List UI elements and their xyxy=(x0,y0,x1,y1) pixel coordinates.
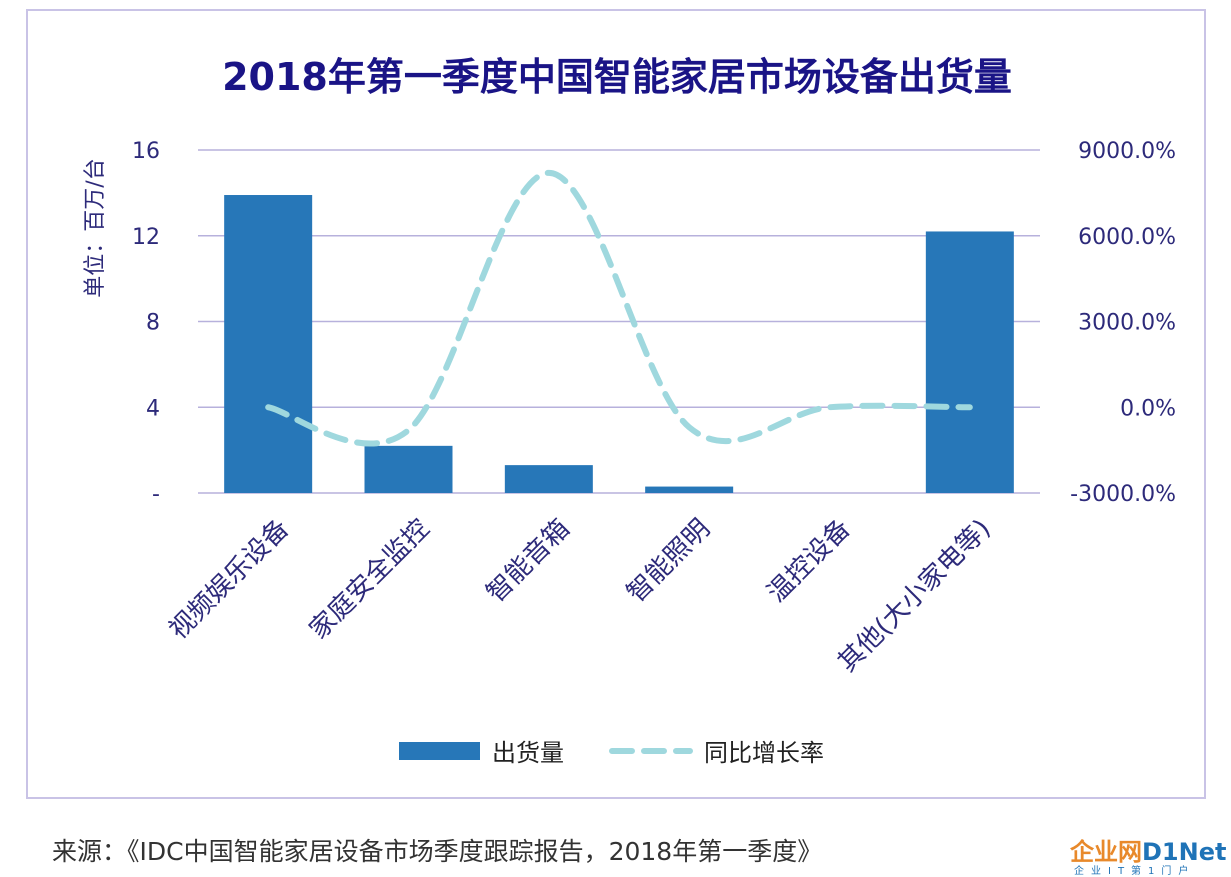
bar xyxy=(645,486,734,493)
line-series xyxy=(265,169,973,447)
bar-series xyxy=(224,195,1014,494)
x-category-label: 视频娱乐设备 xyxy=(164,514,296,646)
y-left-tick-label: 16 xyxy=(132,139,160,164)
x-category-label: 家庭安全监控 xyxy=(304,514,436,646)
bar xyxy=(504,465,593,493)
legend-bar-swatch xyxy=(399,742,480,760)
legend-line-label: 同比增长率 xyxy=(704,739,824,767)
y-left-tick-label: 4 xyxy=(146,396,160,421)
gridlines xyxy=(198,149,1040,494)
axis-ticks: - -3000.0% 4 0.0% 8 3000.0% 12 6000.0% 16 9000.0% xyxy=(132,139,1176,507)
y-right-tick-label: 0.0% xyxy=(1120,396,1176,421)
legend-bar-label: 出货量 xyxy=(492,739,564,767)
y-right-tick-label: 6000.0% xyxy=(1078,225,1176,250)
d1net-logo: 企业网D1Net 企业IT第1门户 xyxy=(1070,832,1230,877)
source-note: 来源：《IDC中国智能家居设备市场季度跟踪报告，2018年第一季度》 xyxy=(52,837,823,866)
x-category-label: 智能音箱 xyxy=(481,514,576,609)
logo-cn-text: 企业网 xyxy=(1070,838,1142,866)
bar xyxy=(364,445,453,493)
y-left-tick-label: - xyxy=(152,482,160,507)
logo-en-text: D1Net xyxy=(1142,838,1227,866)
logo-subtitle: 企业IT第1门户 xyxy=(1074,866,1196,877)
y-axis-title: 单位：百万/台 xyxy=(83,158,108,297)
x-category-label: 温控设备 xyxy=(762,514,857,609)
y-right-tick-label: 9000.0% xyxy=(1078,139,1176,164)
y-left-tick-label: 12 xyxy=(132,225,160,250)
bar xyxy=(224,195,313,494)
y-right-tick-label: 3000.0% xyxy=(1078,311,1176,336)
x-category-label: 其他(大小家电等) xyxy=(833,514,997,678)
y-left-tick-label: 8 xyxy=(146,311,160,336)
bar xyxy=(925,231,1014,493)
x-category-label: 智能照明 xyxy=(621,514,716,609)
chart-title: 2018年第一季度中国智能家居市场设备出货量 xyxy=(222,55,1012,99)
growth-rate-line xyxy=(265,169,973,447)
legend: 出货量 同比增长率 xyxy=(399,739,824,767)
y-right-tick-label: -3000.0% xyxy=(1070,482,1176,507)
